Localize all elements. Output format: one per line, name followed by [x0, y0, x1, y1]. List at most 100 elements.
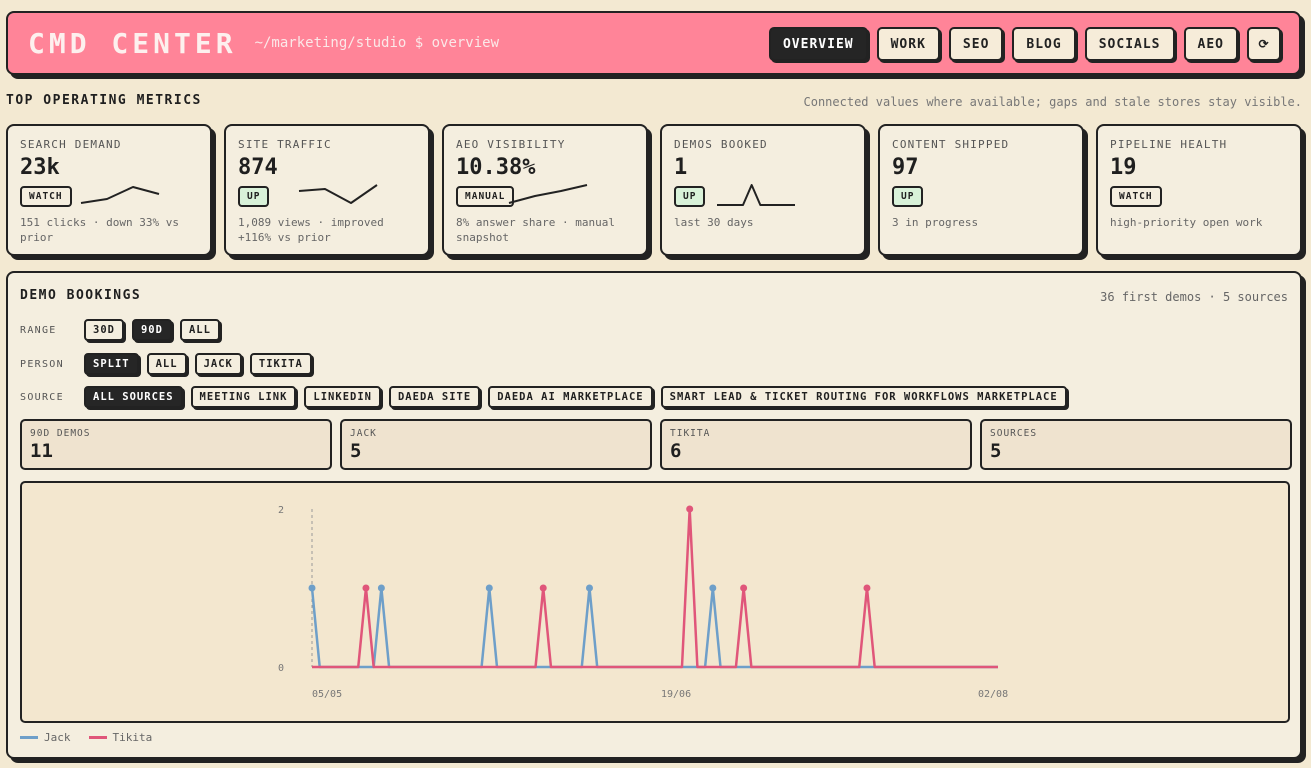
data-point-tikita[interactable]	[740, 584, 748, 592]
main-nav: OVERVIEW WORK SEO BLOG SOCIALS AEO ⟳	[768, 27, 1281, 61]
person-tikita-chip[interactable]: TIKITA	[249, 353, 312, 375]
y-tick-label: 0	[278, 663, 284, 674]
person-filter: PERSON SPLIT ALL JACK TIKITA	[20, 353, 320, 375]
source-linkedin-chip[interactable]: LINKEDIN	[304, 386, 381, 408]
nav-work[interactable]: WORK	[876, 27, 940, 61]
sparkline	[298, 184, 378, 204]
data-point-jack[interactable]	[585, 584, 593, 592]
source-filter: SOURCE ALL SOURCES MEETING LINK LINKEDIN…	[20, 386, 1075, 408]
filter-label: RANGE	[20, 324, 57, 336]
stat-jack: JACK 5	[340, 419, 652, 470]
terminal-path: ~/marketing/studio $ overview	[254, 35, 500, 51]
card-value: 10.38%	[456, 155, 536, 180]
status-badge: UP	[674, 186, 706, 207]
refresh-icon[interactable]: ⟳	[1247, 27, 1281, 61]
data-point-jack[interactable]	[485, 584, 493, 592]
nav-seo[interactable]: SEO	[948, 27, 1004, 61]
data-point-jack[interactable]	[308, 584, 316, 592]
stat-label: SOURCES	[990, 428, 1038, 439]
source-meeting-link-chip[interactable]: MEETING LINK	[190, 386, 297, 408]
source-daeda-site-chip[interactable]: DAEDA SITE	[388, 386, 481, 408]
brand-title: CMD CENTER	[28, 26, 237, 60]
metric-card-pipeline-health[interactable]: PIPELINE HEALTH 19 WATCH high-priority o…	[1096, 124, 1302, 256]
source-all-chip[interactable]: ALL SOURCES	[84, 386, 183, 408]
card-subtext: last 30 days	[674, 216, 754, 229]
x-tick-label: 02/08	[978, 689, 1008, 700]
card-subtext: 3 in progress	[892, 216, 979, 229]
metric-cards: SEARCH DEMAND 23k WATCH 151 clicks · dow…	[6, 124, 1302, 256]
y-tick-label: 2	[278, 505, 284, 516]
card-value: 874	[238, 155, 278, 180]
person-split-chip[interactable]: SPLIT	[84, 353, 139, 375]
card-value: 19	[1110, 155, 1137, 180]
metrics-title: TOP OPERATING METRICS	[6, 93, 202, 108]
data-point-jack[interactable]	[709, 584, 717, 592]
nav-socials[interactable]: SOCIALS	[1084, 27, 1175, 61]
data-point-jack[interactable]	[377, 584, 385, 592]
x-tick-label: 05/05	[312, 689, 342, 700]
metric-card-content-shipped[interactable]: CONTENT SHIPPED 97 UP 3 in progress	[878, 124, 1084, 256]
legend-label: Jack	[44, 731, 71, 744]
sparkline-path	[717, 184, 795, 206]
metric-card-site-traffic[interactable]: SITE TRAFFIC 874 UP 1,089 views · improv…	[224, 124, 430, 256]
demo-chart-svg: 0 2 05/05 19/06 02/08	[278, 505, 1008, 700]
metric-card-aeo-visibility[interactable]: AEO VISIBILITY 10.38% MANUAL 8% answer s…	[442, 124, 648, 256]
range-all-chip[interactable]: ALL	[179, 319, 220, 341]
app-header: CMD CENTER ~/marketing/studio $ overview…	[6, 11, 1301, 75]
stat-total-demos: 90D DEMOS 11	[20, 419, 332, 470]
card-label: SEARCH DEMAND	[20, 138, 122, 151]
metric-card-demos-booked[interactable]: DEMOS BOOKED 1 UP last 30 days	[660, 124, 866, 256]
panel-summary: 36 first demos · 5 sources	[1100, 290, 1288, 304]
person-all-chip[interactable]: ALL	[146, 353, 187, 375]
stat-value: 5	[350, 440, 362, 462]
legend-label: Tikita	[112, 731, 153, 744]
chart-legend: Jack Tikita	[20, 731, 152, 744]
sparkline-path	[80, 186, 160, 204]
data-point-tikita[interactable]	[863, 584, 871, 592]
metrics-note: Connected values where available; gaps a…	[803, 95, 1303, 109]
demo-chart: 0 2 05/05 19/06 02/08	[20, 481, 1290, 723]
range-filter: RANGE 30D 90D ALL	[20, 319, 228, 341]
nav-blog[interactable]: BLOG	[1012, 27, 1076, 61]
data-point-tikita[interactable]	[686, 505, 694, 513]
nav-overview[interactable]: OVERVIEW	[768, 27, 868, 61]
person-jack-chip[interactable]: JACK	[194, 353, 242, 375]
card-subtext: 8% answer share · manual snapshot	[456, 216, 615, 244]
sparkline	[717, 184, 795, 206]
data-point-tikita[interactable]	[539, 584, 547, 592]
source-daeda-marketplace-chip[interactable]: DAEDA AI MARKETPLACE	[488, 386, 653, 408]
card-label: SITE TRAFFIC	[238, 138, 332, 151]
data-point-tikita[interactable]	[362, 584, 370, 592]
source-smart-lead-chip[interactable]: SMART LEAD & TICKET ROUTING FOR WORKFLOW…	[660, 386, 1067, 408]
demo-bookings-panel: DEMO BOOKINGS 36 first demos · 5 sources…	[6, 271, 1302, 759]
status-badge: WATCH	[1110, 186, 1162, 207]
x-tick-label: 19/06	[661, 689, 691, 700]
sparkline-path	[298, 184, 378, 204]
stat-label: JACK	[350, 428, 377, 439]
legend-item-tikita: Tikita	[88, 731, 153, 744]
range-30d-chip[interactable]: 30D	[84, 319, 124, 341]
range-90d-chip[interactable]: 90D	[131, 319, 172, 341]
legend-swatch-tikita	[88, 736, 107, 739]
stat-label: 90D DEMOS	[30, 428, 91, 439]
status-badge: UP	[238, 186, 270, 207]
stat-sources: SOURCES 5	[980, 419, 1292, 470]
filter-label: SOURCE	[20, 391, 64, 403]
legend-item-jack: Jack	[20, 731, 71, 744]
series-line-tikita	[312, 507, 998, 669]
card-value: 1	[674, 155, 688, 180]
sparkline	[80, 186, 160, 204]
card-label: DEMOS BOOKED	[674, 138, 768, 151]
sparkline-path	[508, 184, 588, 204]
card-subtext: 1,089 views · improved +116% vs prior	[238, 216, 384, 244]
status-badge: UP	[892, 186, 924, 207]
card-label: PIPELINE HEALTH	[1110, 138, 1228, 151]
card-label: CONTENT SHIPPED	[892, 138, 1010, 151]
nav-aeo[interactable]: AEO	[1183, 27, 1238, 61]
card-subtext: high-priority open work	[1110, 216, 1263, 229]
card-value: 23k	[20, 155, 60, 180]
stat-value: 11	[30, 440, 53, 462]
sparkline	[508, 184, 588, 204]
metric-card-search-demand[interactable]: SEARCH DEMAND 23k WATCH 151 clicks · dow…	[6, 124, 212, 256]
series-line-jack	[310, 586, 998, 669]
